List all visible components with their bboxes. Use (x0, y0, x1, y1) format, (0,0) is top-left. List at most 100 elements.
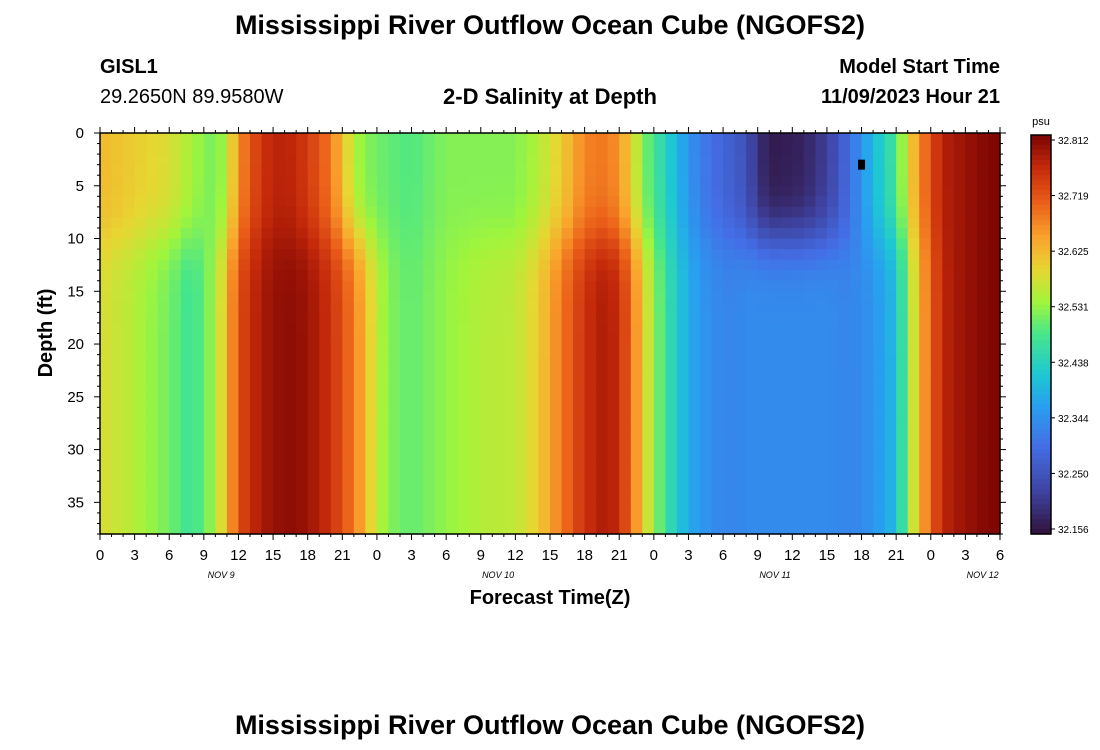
heatmap-cell (676, 185, 690, 197)
colorbar-segment (1031, 324, 1051, 331)
heatmap-cell (907, 375, 920, 387)
heatmap-cell (457, 312, 470, 324)
heatmap-cell (296, 301, 309, 313)
y-tick-label: 35 (67, 494, 84, 511)
heatmap-cell (630, 470, 643, 482)
heatmap-cell (734, 322, 747, 335)
heatmap-cell (653, 185, 666, 197)
heatmap-cell (400, 227, 413, 240)
heatmap-cell (192, 280, 205, 292)
heatmap-cell (469, 280, 482, 292)
heatmap-cell (526, 280, 540, 292)
heatmap-cell (146, 217, 159, 229)
heatmap-cell (550, 238, 563, 250)
heatmap-cell (226, 491, 240, 503)
heatmap-cell (169, 333, 182, 345)
heatmap-cell (284, 417, 297, 430)
heatmap-cell (953, 333, 966, 345)
heatmap-cell (792, 175, 805, 187)
heatmap-cell (838, 396, 851, 408)
heatmap-cell (111, 249, 124, 261)
heatmap-cell (469, 386, 482, 398)
heatmap-cell (330, 428, 343, 440)
heatmap-cell (538, 196, 551, 208)
heatmap-cell (376, 354, 390, 366)
heatmap-cell (769, 227, 782, 240)
heatmap-cell (746, 491, 759, 503)
heatmap-cell (769, 439, 782, 451)
heatmap-cell (769, 185, 782, 197)
heatmap-cell (330, 238, 343, 250)
heatmap-cell (134, 449, 147, 461)
heatmap-cell (734, 217, 747, 229)
heatmap-cell (157, 523, 170, 535)
heatmap-cell (561, 470, 574, 482)
heatmap-cell (792, 133, 805, 145)
heatmap-cell (838, 154, 851, 166)
colorbar-segment (1031, 409, 1051, 415)
heatmap-cell (273, 344, 286, 356)
heatmap-cell (780, 259, 793, 271)
heatmap-cell (250, 491, 263, 503)
heatmap-cell (723, 344, 736, 356)
heatmap-cell (607, 133, 620, 145)
heatmap-cell (146, 333, 159, 345)
heatmap-cell (169, 238, 182, 250)
heatmap-cell (134, 227, 147, 240)
heatmap-cell (780, 365, 793, 377)
heatmap-cell (111, 365, 124, 377)
heatmap-cell (550, 481, 563, 493)
x-tick-label: 9 (200, 547, 208, 564)
heatmap-cell (111, 512, 124, 525)
heatmap-cell (976, 291, 990, 303)
heatmap-cell (630, 460, 643, 472)
heatmap-cell (550, 354, 563, 366)
heatmap-cell (815, 249, 828, 261)
heatmap-cell (711, 322, 724, 335)
heatmap-cell (642, 344, 655, 356)
heatmap-cell (988, 133, 1001, 145)
heatmap-cell (457, 417, 470, 430)
heatmap-cell (642, 439, 655, 451)
heatmap-cell (261, 407, 274, 419)
heatmap-cell (215, 238, 228, 250)
heatmap-cell (226, 270, 240, 282)
heatmap-cell (930, 270, 943, 282)
heatmap-cell (111, 470, 124, 482)
heatmap-cell (723, 396, 736, 408)
heatmap-cell (515, 439, 528, 451)
heatmap-cell (561, 417, 574, 430)
heatmap-cell (365, 354, 378, 366)
heatmap-cell (446, 460, 459, 472)
heatmap-cell (700, 301, 713, 313)
heatmap-cell (515, 491, 528, 503)
heatmap-cell (711, 449, 724, 461)
heatmap-cell (296, 175, 309, 187)
heatmap-cell (953, 185, 966, 197)
heatmap-cell (873, 291, 886, 303)
heatmap-cell (769, 481, 782, 493)
heatmap-cell (930, 386, 943, 398)
heatmap-cell (757, 428, 770, 440)
heatmap-cell (353, 407, 366, 419)
heatmap-cell (792, 470, 805, 482)
heatmap-cell (284, 312, 297, 324)
heatmap-cell (873, 386, 886, 398)
heatmap-cell (896, 417, 909, 430)
heatmap-cell (688, 481, 701, 493)
heatmap-cell (215, 133, 228, 145)
heatmap-cell (538, 206, 551, 219)
heatmap-cell (723, 417, 736, 430)
heatmap-cell (676, 270, 690, 282)
heatmap-cell (411, 196, 424, 208)
heatmap-cell (584, 291, 597, 303)
heatmap-cell (792, 280, 805, 292)
heatmap-cell (250, 512, 263, 525)
colorbar-segment (1031, 484, 1051, 490)
heatmap-cell (261, 206, 274, 219)
heatmap-cell (965, 312, 978, 324)
heatmap-cell (134, 291, 147, 303)
heatmap-cell (100, 386, 113, 398)
heatmap-cell (573, 354, 586, 366)
heatmap-cell (250, 439, 263, 451)
